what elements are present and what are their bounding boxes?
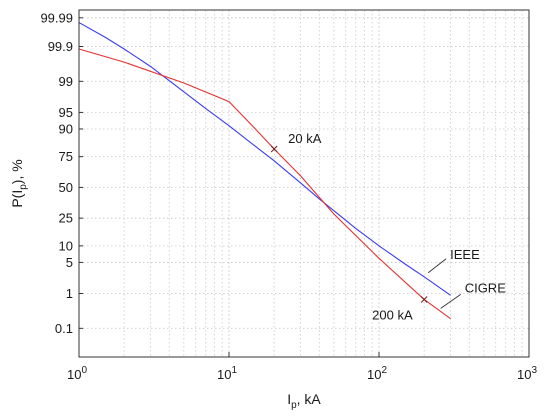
x-axis-label: Ip, kA xyxy=(287,391,321,411)
x-tick-label: 101 xyxy=(217,365,237,382)
series-line-cigre xyxy=(78,48,451,320)
leader-cigre xyxy=(440,294,461,309)
y-tick-label: 75 xyxy=(59,149,73,164)
marker-200ka xyxy=(420,296,428,303)
y-tick-label: 5 xyxy=(66,255,73,270)
annotation-20ka: 20 kA xyxy=(288,131,322,146)
y-tick-label: 90 xyxy=(59,121,73,136)
y-tick-label: 50 xyxy=(59,180,73,195)
grid xyxy=(79,10,529,357)
axis-label-layer: Ip, kA P(Ip), % xyxy=(9,159,321,411)
y-tick-label: 25 xyxy=(59,211,73,226)
marker-20ka xyxy=(270,145,278,153)
x-tick-label: 100 xyxy=(67,365,87,382)
x-tick-label: 103 xyxy=(517,365,537,382)
y-tick-label: 99 xyxy=(59,74,73,89)
annotation-200ka: 200 kA xyxy=(372,307,413,322)
y-tick-label: 10 xyxy=(59,238,73,253)
y-tick-label: 99.99 xyxy=(40,10,73,25)
y-tick-label: 0.1 xyxy=(55,321,73,336)
series-label-ieee: IEEE xyxy=(450,247,480,262)
series-layer xyxy=(78,22,451,320)
y-tick-label: 95 xyxy=(59,105,73,120)
series-label-cigre: CIGRE xyxy=(465,280,507,295)
series-line-ieee xyxy=(78,22,451,296)
leader-ieee xyxy=(427,258,447,274)
y-tick-label: 99.9 xyxy=(48,39,73,54)
y-tick-label: 1 xyxy=(66,286,73,301)
plot-frame xyxy=(78,9,530,358)
y-axis-label: P(Ip), % xyxy=(9,159,29,207)
x-tick-label: 102 xyxy=(367,365,387,382)
annotation-layer: 20 kA 200 kA IEEE CIGRE xyxy=(270,131,507,322)
